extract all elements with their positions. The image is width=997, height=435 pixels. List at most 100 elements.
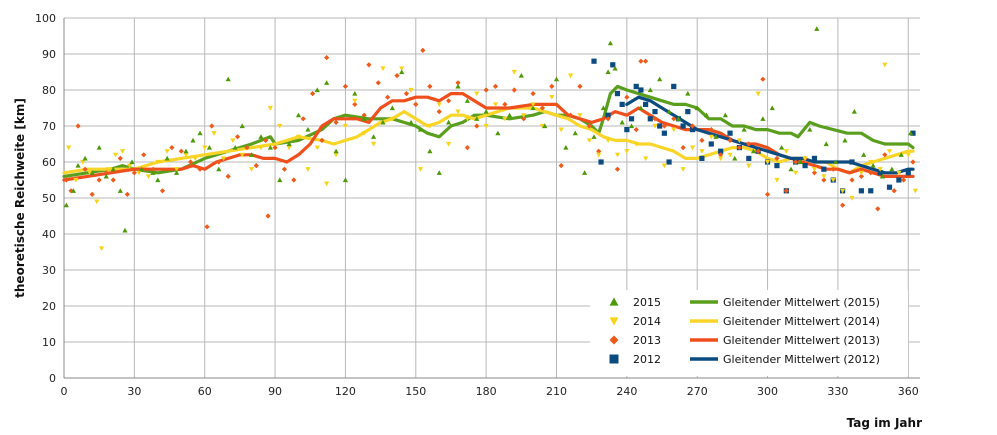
point-2013 — [638, 58, 644, 64]
point-2014 — [882, 62, 888, 68]
point-2013 — [333, 119, 339, 125]
point-2012 — [868, 188, 874, 194]
point-2012 — [727, 130, 733, 136]
point-2013 — [188, 159, 194, 165]
y-tick-label: 40 — [42, 228, 56, 241]
y-tick-label: 60 — [42, 156, 56, 169]
point-2015 — [70, 188, 76, 193]
point-2013 — [596, 148, 602, 154]
point-2013 — [319, 137, 325, 143]
x-tick-labels: 0 30 60 90 120 150 180 210 240 270 300 330 360 — [61, 385, 919, 398]
point-2014 — [746, 163, 752, 169]
point-2015 — [518, 73, 524, 78]
point-2014 — [539, 123, 546, 129]
point-2015 — [342, 177, 349, 183]
point-2013 — [420, 47, 426, 53]
point-2013 — [483, 87, 489, 93]
point-2014 — [380, 66, 386, 71]
point-2015 — [464, 98, 470, 103]
point-2014 — [802, 156, 808, 161]
point-2014 — [120, 149, 126, 154]
point-2012 — [886, 184, 893, 190]
point-2014 — [586, 138, 592, 143]
point-2014 — [314, 145, 320, 151]
x-tick-label: 210 — [546, 385, 567, 398]
point-2014 — [98, 246, 105, 251]
point-2014 — [671, 127, 677, 133]
point-2013 — [910, 159, 916, 165]
point-2014 — [352, 98, 358, 104]
point-2014 — [155, 159, 161, 165]
point-2013 — [131, 170, 137, 176]
point-2012 — [598, 159, 604, 165]
point-2015 — [572, 130, 578, 136]
point-2015 — [870, 163, 876, 168]
point-2015 — [138, 166, 144, 172]
point-2014 — [66, 145, 72, 151]
legend-marker-2014 — [609, 317, 619, 326]
point-2014 — [464, 116, 470, 122]
point-2013 — [699, 137, 705, 143]
point-2012 — [619, 101, 625, 107]
point-2015 — [122, 227, 128, 233]
point-2013 — [141, 152, 147, 158]
point-2013 — [882, 152, 888, 158]
x-tick-label: 30 — [127, 385, 141, 398]
point-2013 — [840, 202, 846, 208]
point-2015 — [380, 119, 386, 125]
point-2013 — [661, 123, 667, 129]
legend-label-2012: 2012 — [633, 353, 661, 366]
point-2012 — [591, 58, 597, 64]
point-2013 — [204, 224, 210, 230]
point-2014 — [305, 167, 311, 172]
scatter-points — [63, 26, 918, 251]
point-2014 — [896, 170, 902, 176]
point-2013 — [385, 94, 391, 100]
point-2015 — [605, 69, 611, 75]
point-2015 — [898, 152, 904, 157]
point-2013 — [774, 155, 780, 161]
point-2015 — [814, 26, 820, 31]
legend-marker-2015 — [609, 297, 619, 306]
point-2015 — [675, 116, 682, 121]
legend-label-2013: 2013 — [633, 334, 661, 347]
point-2012 — [699, 155, 705, 161]
point-2014 — [905, 152, 911, 158]
point-2013 — [558, 163, 564, 169]
point-2013 — [868, 170, 874, 176]
point-2014 — [94, 199, 100, 205]
point-2013 — [891, 188, 897, 194]
point-2014 — [145, 174, 152, 179]
point-2013 — [502, 101, 508, 107]
point-2013 — [549, 83, 555, 89]
legend-box — [590, 290, 908, 376]
point-2014 — [136, 170, 142, 176]
point-2015 — [103, 173, 109, 179]
point-2014 — [718, 156, 724, 161]
legend-label-avg-2015: Gleitender Mittelwert (2015) — [723, 296, 880, 309]
point-2015 — [305, 127, 311, 132]
point-2013 — [586, 123, 592, 129]
point-2013 — [324, 55, 330, 61]
point-2015 — [889, 166, 895, 172]
point-2013 — [474, 123, 480, 129]
point-2015 — [797, 159, 803, 165]
point-2015 — [295, 112, 302, 118]
point-2015 — [216, 166, 222, 172]
point-2014 — [661, 163, 667, 169]
x-axis-label: Tag im Jahr — [847, 416, 922, 430]
point-2013 — [366, 62, 372, 68]
point-2012 — [680, 123, 686, 129]
point-2015 — [427, 148, 433, 154]
point-2014 — [783, 149, 789, 154]
point-2012 — [821, 166, 827, 172]
point-2013 — [605, 116, 611, 122]
point-2014 — [211, 131, 217, 136]
point-2014 — [614, 152, 621, 158]
point-2013 — [427, 83, 433, 89]
point-2013 — [117, 155, 123, 161]
line-2012 — [625, 95, 915, 175]
point-2015 — [183, 148, 189, 154]
point-2013 — [567, 112, 574, 118]
point-2012 — [877, 170, 883, 176]
